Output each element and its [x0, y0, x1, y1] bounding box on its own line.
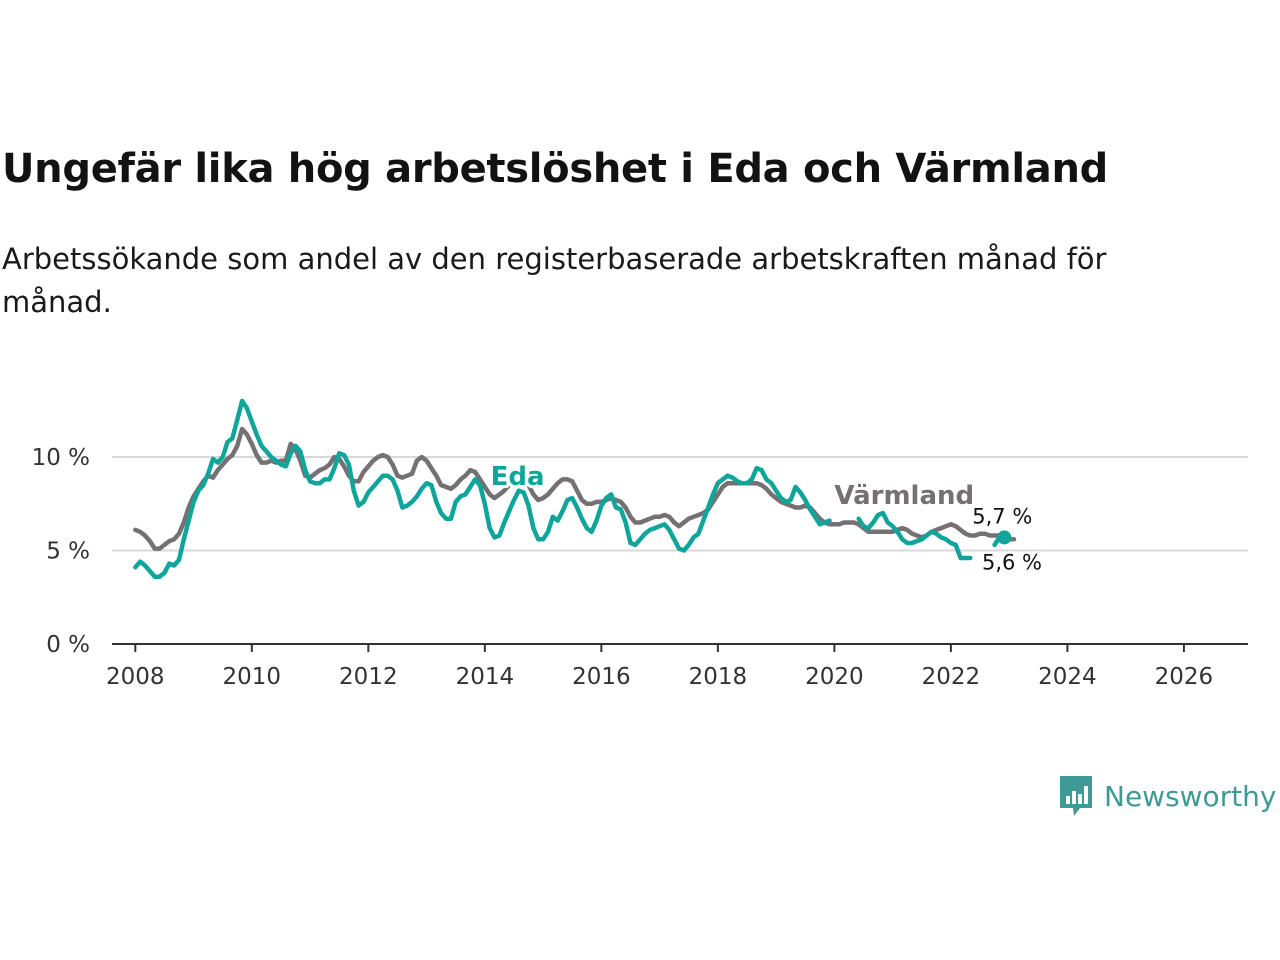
x-tick-label: 2026	[1155, 664, 1214, 690]
x-tick-label: 2020	[805, 664, 864, 690]
x-tick-label: 2008	[106, 664, 165, 690]
x-axis: 2008 2010 2012 2014 2016 2018 2020 2022 2024 2026	[106, 643, 1248, 690]
end-label-varmland: 5,6 %	[982, 550, 1042, 574]
x-tick-label: 2012	[339, 664, 398, 690]
newsworthy-logo-icon	[1060, 776, 1092, 816]
series-label-varmland: Värmland	[834, 481, 974, 511]
newsworthy-brand[interactable]: Newsworthy	[1058, 774, 1277, 818]
x-tick-label: 2014	[456, 664, 515, 690]
brand-name: Newsworthy	[1104, 779, 1277, 813]
eda-endpoint-marker	[997, 530, 1012, 545]
x-tick-label: 2022	[922, 664, 981, 690]
y-tick-label: 5 %	[46, 539, 90, 565]
x-tick-label: 2018	[689, 664, 748, 690]
end-label-eda: 5,7 %	[972, 504, 1032, 528]
chart-title: Ungefär lika hög arbetslöshet i Eda och …	[2, 146, 1108, 192]
x-tick-label: 2024	[1038, 664, 1097, 690]
chart-subtitle: Arbetssökande som andel av den registerb…	[2, 242, 1107, 319]
y-tick-label: 0 %	[46, 632, 90, 658]
y-tick-label: 10 %	[32, 445, 90, 471]
series-line-varmland	[133, 426, 1017, 551]
series-lines	[133, 398, 1017, 579]
series-label-eda: Eda	[491, 462, 545, 492]
x-tick-label: 2016	[572, 664, 631, 690]
x-tick-label: 2010	[223, 664, 282, 690]
